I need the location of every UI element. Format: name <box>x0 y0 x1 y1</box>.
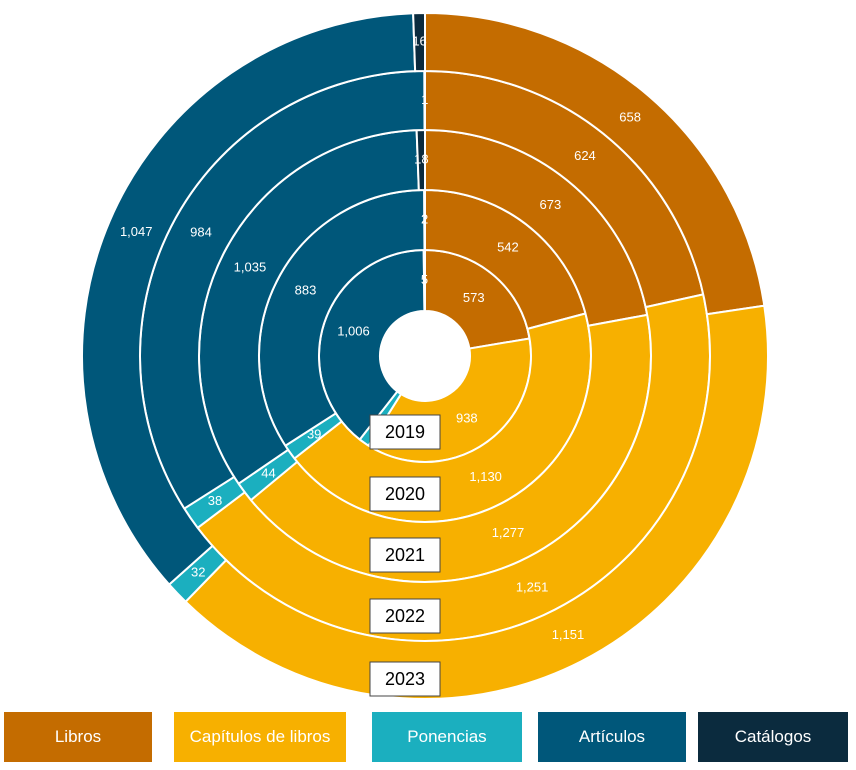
value-label-2022-ponencias: 38 <box>208 493 222 508</box>
year-label-2022: 2022 <box>369 598 441 634</box>
value-label-2023-capitulos-de-libros: 1,151 <box>552 627 585 642</box>
year-label-2021: 2021 <box>369 537 441 573</box>
value-label-2020-libros: 542 <box>497 240 519 255</box>
svg-text:2019: 2019 <box>385 422 425 442</box>
legend-item-articulos: Artículos <box>538 712 686 762</box>
value-label-2020-catalogos: 2 <box>421 211 428 226</box>
value-label-2022-capitulos-de-libros: 1,251 <box>516 579 549 594</box>
svg-text:2021: 2021 <box>385 545 425 565</box>
value-label-2022-catalogos: 1 <box>421 92 428 107</box>
legend-item-libros: Libros <box>4 712 152 762</box>
segment-2023-articulos <box>81 12 417 586</box>
value-label-2021-catalogos: 18 <box>414 151 428 166</box>
legend-item-ponencias: Ponencias <box>372 712 522 762</box>
segment-2023-catalogos <box>412 11 426 73</box>
year-label-2020: 2020 <box>369 476 441 512</box>
value-label-2021-ponencias: 44 <box>261 465 275 480</box>
value-label-2021-libros: 673 <box>539 197 561 212</box>
value-label-2019-catalogos: 5 <box>421 272 428 287</box>
chart-legend: Libros Capítulos de libros Ponencias Art… <box>0 712 856 768</box>
value-label-2023-articulos: 1,047 <box>120 224 153 239</box>
donut-chart: 5739381,00655421,1303988326731,277441,03… <box>81 11 769 700</box>
year-label-2023: 2023 <box>369 661 441 697</box>
value-label-2019-articulos: 1,006 <box>337 323 370 338</box>
value-label-2020-capitulos-de-libros: 1,130 <box>469 469 502 484</box>
value-label-2021-articulos: 1,035 <box>234 259 267 274</box>
value-label-2019-capitulos-de-libros: 938 <box>456 410 478 425</box>
value-label-2023-catalogos: 16 <box>412 33 426 48</box>
legend-item-capitulos: Capítulos de libros <box>174 712 346 762</box>
svg-text:2022: 2022 <box>385 606 425 626</box>
year-label-2019: 2019 <box>369 414 441 450</box>
segment-2023-capitulos-de-libros <box>184 304 769 700</box>
value-label-2023-ponencias: 32 <box>191 565 205 580</box>
legend-item-catalogos: Catálogos <box>698 712 848 762</box>
value-label-2020-articulos: 883 <box>295 283 317 298</box>
value-label-2021-capitulos-de-libros: 1,277 <box>492 525 525 540</box>
value-label-2019-libros: 573 <box>463 290 485 305</box>
value-label-2022-libros: 624 <box>574 148 596 163</box>
svg-text:2020: 2020 <box>385 484 425 504</box>
svg-text:2023: 2023 <box>385 669 425 689</box>
value-label-2022-articulos: 984 <box>190 225 212 240</box>
value-label-2023-libros: 658 <box>619 110 641 125</box>
